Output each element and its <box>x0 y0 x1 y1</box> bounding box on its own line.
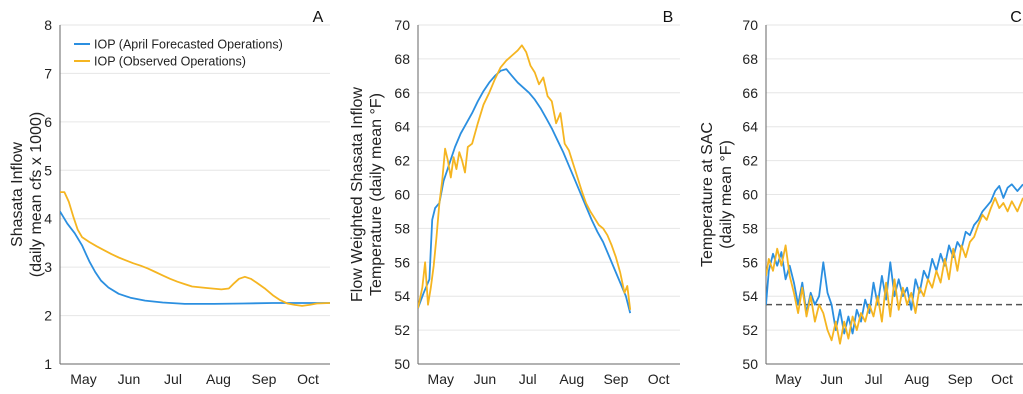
x-tick-label: Aug <box>559 371 584 387</box>
panel-b: 50 52 54 56 58 60 62 64 66 68 70 May Jun Jul Aug Sep Oct… <box>349 9 680 387</box>
x-tick-label: Sep <box>603 371 628 387</box>
legend-entry: IOP (April Forecasted Operations) <box>94 38 283 52</box>
series-line-observed <box>418 44 632 310</box>
y-tick-label: 68 <box>742 51 758 67</box>
y-tick-label: 60 <box>394 187 410 203</box>
y-tick-label: 1 <box>44 356 52 372</box>
y-tick-label: 58 <box>394 220 410 236</box>
x-tick-label: Sep <box>252 371 277 387</box>
y-tick-label: 64 <box>394 119 410 135</box>
y-tick-label: 52 <box>394 322 410 338</box>
x-tick-label: Sep <box>948 371 973 387</box>
panel-letter: A <box>313 9 324 26</box>
x-tick-label: Jun <box>118 371 141 387</box>
y-tick-label: 54 <box>394 288 410 304</box>
y-tick-label: 5 <box>44 162 52 178</box>
x-tick-label: Jun <box>474 371 497 387</box>
x-tick-label: Oct <box>297 371 319 387</box>
y-tick-label: 2 <box>44 308 52 324</box>
y-axis-label: Temperature at SAC (daily mean °F) <box>699 122 735 267</box>
y-axis-label-line: Flow Weighted Shasata Inflow <box>349 87 366 302</box>
y-tick-label: 3 <box>44 259 52 275</box>
y-tick-label: 50 <box>742 356 758 372</box>
y-tick-label: 66 <box>742 85 758 101</box>
x-tick-label: Oct <box>991 371 1013 387</box>
y-tick-label: 56 <box>394 254 410 270</box>
panel-c: 50 52 54 56 58 60 62 64 66 68 70 May Jun Jul Aug Sep Oct… <box>699 9 1023 387</box>
y-tick-label: 8 <box>44 17 52 33</box>
y-tick-label: 62 <box>394 153 410 169</box>
series-line-forecasted <box>766 183 1023 335</box>
panel-a: 1 2 3 4 5 6 7 8 May Jun Jul Aug Sep Oct Shasata Inflow… <box>9 9 330 387</box>
y-tick-label: 64 <box>742 119 758 135</box>
x-tick-label: May <box>428 371 454 387</box>
x-tick-label: Jul <box>519 371 537 387</box>
y-tick-label: 52 <box>742 322 758 338</box>
y-axis-label-line: Shasata Inflow <box>9 142 26 247</box>
y-tick-label: 58 <box>742 220 758 236</box>
series-line-forecasted <box>418 68 632 314</box>
y-tick-label: 56 <box>742 254 758 270</box>
x-tick-label: Oct <box>648 371 670 387</box>
x-tick-label: Jul <box>164 371 182 387</box>
x-tick-label: Aug <box>206 371 231 387</box>
y-tick-label: 6 <box>44 114 52 130</box>
series-line-observed <box>766 197 1023 345</box>
x-tick-label: Jun <box>820 371 843 387</box>
x-tick-label: Jul <box>865 371 883 387</box>
x-tick-label: May <box>775 371 801 387</box>
y-tick-label: 70 <box>394 17 410 33</box>
panel-letter: B <box>663 9 674 26</box>
y-tick-label: 68 <box>394 51 410 67</box>
panel-letter: C <box>1010 9 1022 26</box>
y-axis-label-line: (daily mean cfs x 1000) <box>28 112 45 277</box>
y-axis-label-line: Temperature (daily mean °F) <box>368 93 385 296</box>
y-axis-label: Shasata Inflow (daily mean cfs x 1000) <box>9 112 45 277</box>
x-tick-label: Aug <box>904 371 929 387</box>
y-axis-label: Flow Weighted Shasata Inflow Temperature … <box>349 87 385 302</box>
y-tick-label: 54 <box>742 288 758 304</box>
series-line-observed <box>60 191 330 307</box>
y-tick-label: 66 <box>394 85 410 101</box>
y-tick-label: 50 <box>394 356 410 372</box>
series-line-forecasted <box>60 210 330 305</box>
y-tick-label: 62 <box>742 153 758 169</box>
y-tick-label: 4 <box>44 211 52 227</box>
y-axis-label-line: (daily mean °F) <box>718 140 735 249</box>
y-tick-label: 70 <box>742 17 758 33</box>
y-tick-label: 60 <box>742 187 758 203</box>
x-tick-label: May <box>70 371 96 387</box>
y-axis-label-line: Temperature at SAC <box>699 122 716 267</box>
legend-entry: IOP (Observed Operations) <box>94 55 246 69</box>
y-tick-label: 7 <box>44 65 52 81</box>
